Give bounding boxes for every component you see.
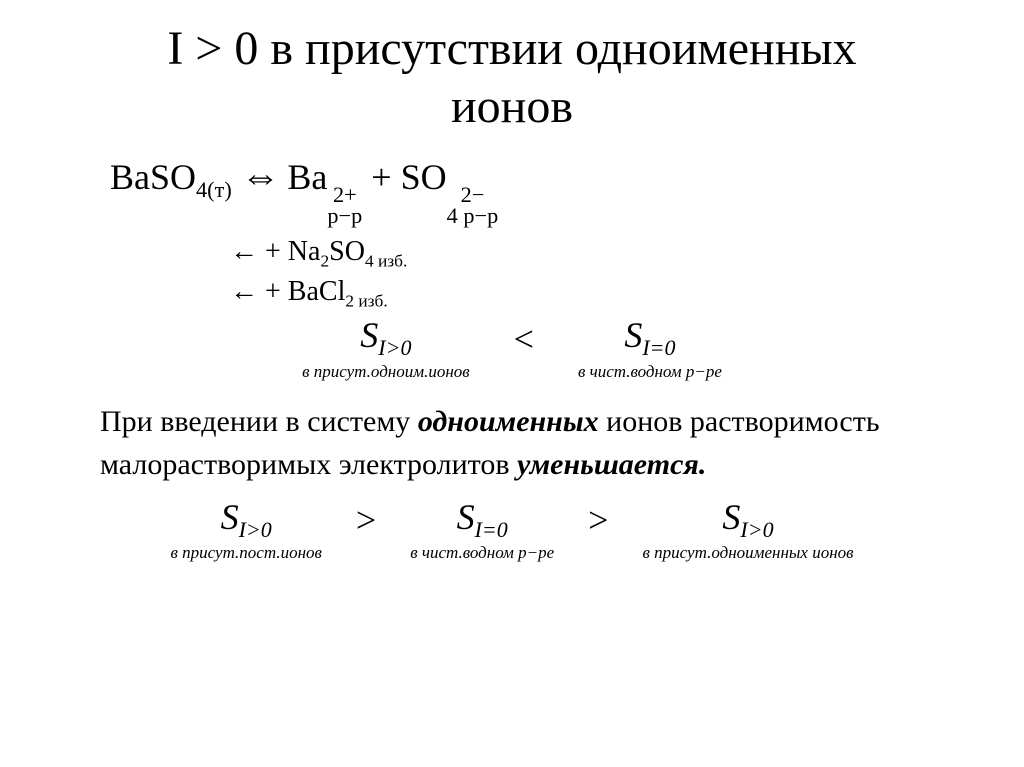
less-than-icon: <	[490, 318, 558, 382]
title-line-2: ионов	[451, 80, 573, 133]
reagent-line-2: ← + BaCl2 изб.	[230, 276, 964, 312]
reagent-line-1: ← + Na2SO4 изб.	[230, 236, 964, 272]
emphasis-1: одноименных	[418, 405, 599, 438]
left-arrow-icon: ←	[230, 276, 258, 307]
comparison-right-term: SI=0 в чист.водном р−ре	[578, 317, 722, 381]
emphasis-2: уменьшается.	[517, 448, 706, 481]
eq-lhs: BaSO4(т)	[110, 157, 232, 197]
comparison2-term-1: SI>0 в присут.пост.ионов	[170, 499, 321, 563]
eq-anion: SO2−4 p−p	[401, 157, 499, 197]
comparison2-term-3: SI>0 в присут.одноименных ионов	[642, 499, 853, 563]
greater-than-icon: >	[564, 499, 632, 563]
solubility-comparison-1: SI>0 в присут.одноим.ионов < SI=0 в чист…	[60, 317, 964, 381]
comparison2-term-2: SI=0 в чист.водном р−ре	[410, 499, 554, 563]
equilibrium-arrow-icon: ⇔	[241, 154, 279, 198]
equilibrium-equation: BaSO4(т) ⇔ Ba2+p−p + SO2−4 p−p	[110, 153, 964, 226]
slide-container: I > 0 в присутствии одноименных ионов Ba…	[0, 0, 1024, 767]
eq-cation: Ba2+p−p	[287, 157, 362, 197]
left-arrow-icon: ←	[230, 236, 258, 267]
eq-plus: +	[371, 157, 391, 197]
greater-than-icon: >	[332, 499, 400, 563]
solubility-comparison-2: SI>0 в присут.пост.ионов > SI=0 в чист.в…	[60, 499, 964, 563]
comparison-left-term: SI>0 в присут.одноим.ионов	[302, 317, 470, 381]
body-paragraph: При введении в систему одноименных ионов…	[100, 400, 944, 487]
slide-title: I > 0 в присутствии одноименных ионов	[60, 20, 964, 135]
title-line-1: I > 0 в присутствии одноименных	[167, 22, 856, 75]
